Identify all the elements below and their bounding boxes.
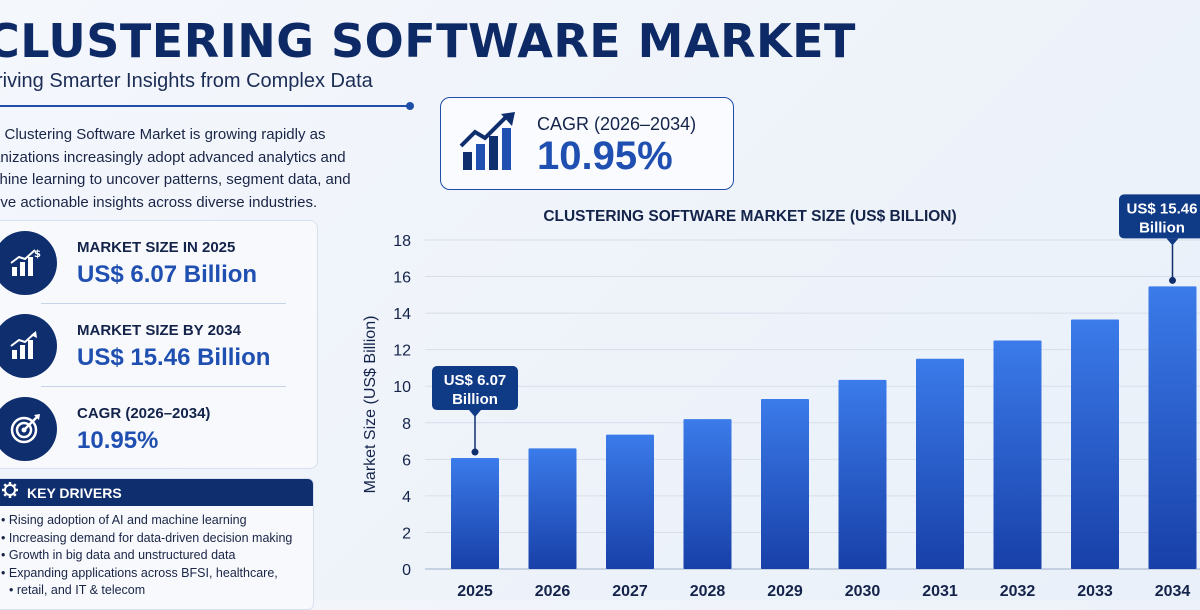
stats-panel: $ MARKET SIZE IN 2025 US$ 6.07 Billion M…: [0, 220, 318, 469]
page-title: CLUSTERING SOFTWARE MARKET: [0, 14, 856, 68]
bar-2025: [451, 458, 499, 569]
callout-box: [432, 366, 518, 411]
y-tick-label: 10: [393, 379, 411, 396]
key-drivers-header: KEY DRIVERS: [0, 479, 313, 506]
key-drivers-title: KEY DRIVERS: [27, 484, 122, 501]
bar-2031: [916, 358, 964, 569]
growth-chart-icon: [0, 314, 57, 378]
x-tick-label: 2028: [690, 583, 726, 600]
intro-line: rive actionable insights across diverse …: [0, 193, 318, 211]
callout-dot: [1169, 276, 1176, 284]
cagr-value: 10.95%: [537, 134, 673, 178]
stat-cagr: CAGR (2026–2034) 10.95%: [0, 387, 317, 469]
stat-label: CAGR (2026–2034): [77, 405, 211, 422]
gear-icon: [1, 481, 19, 504]
cagr-highlight-box: CAGR (2026–2034) 10.95%: [440, 97, 734, 190]
bar-2034: [1148, 286, 1197, 569]
intro-line: anizations increasingly adopt advanced a…: [0, 148, 346, 166]
bar-2027: [606, 434, 654, 569]
intro-line: chine learning to uncover patterns, segm…: [0, 171, 351, 188]
stat-value: US$ 6.07 Billion: [77, 261, 258, 288]
subtitle-underline: [0, 102, 414, 110]
x-tick-label: 2031: [922, 583, 958, 600]
x-tick-label: 2026: [535, 583, 571, 600]
list-item: retail, and IT & telecom: [1, 582, 313, 600]
stat-divider: [41, 386, 286, 387]
key-drivers-list: Rising adoption of AI and machine learni…: [0, 506, 313, 600]
callout-label: Billion: [1139, 219, 1185, 236]
bar-2030: [838, 379, 887, 569]
list-item: Increasing demand for data-driven decisi…: [1, 530, 313, 548]
stat-label: MARKET SIZE IN 2025: [77, 239, 236, 256]
svg-text:$: $: [34, 249, 41, 260]
cagr-label: CAGR (2026–2034): [537, 114, 697, 134]
list-item: Expanding applications across BFSI, heal…: [1, 565, 313, 583]
x-tick-label: 2027: [612, 583, 648, 600]
y-tick-label: 0: [402, 562, 411, 579]
trend-chart-icon: [459, 112, 519, 179]
page-subtitle: riving Smarter Insights from Complex Dat…: [0, 70, 373, 92]
chart-title: CLUSTERING SOFTWARE MARKET SIZE (US$ BIL…: [543, 208, 957, 225]
y-tick-label: 2: [402, 525, 411, 542]
y-tick-label: 12: [393, 343, 411, 360]
x-tick-label: 2032: [1000, 583, 1036, 600]
y-tick-label: 8: [402, 416, 411, 433]
bar-2029: [761, 399, 809, 569]
bar-2026: [528, 448, 577, 569]
key-drivers-panel: KEY DRIVERS Rising adoption of AI and ma…: [0, 478, 314, 610]
y-tick-label: 14: [393, 306, 411, 323]
list-item: Rising adoption of AI and machine learni…: [1, 512, 313, 530]
stat-value: 10.95%: [77, 427, 159, 454]
y-tick-label: 6: [402, 452, 411, 469]
list-item: Growth in big data and unstructured data: [1, 547, 313, 565]
y-tick-label: 4: [402, 489, 411, 506]
y-tick-label: 18: [393, 233, 411, 250]
x-tick-label: 2025: [457, 583, 493, 600]
bar-2032: [993, 340, 1042, 569]
bar-2028: [683, 419, 732, 569]
y-axis-label: Market Size (US$ Billion): [362, 316, 379, 494]
stat-value: US$ 15.46 Billion: [77, 344, 271, 371]
callout-dot: [471, 448, 479, 456]
callout-box: [1119, 194, 1200, 239]
stat-market-size-2034: MARKET SIZE BY 2034 US$ 15.46 Billion: [0, 304, 317, 386]
stat-market-size-2025: $ MARKET SIZE IN 2025 US$ 6.07 Billion: [0, 221, 317, 303]
stat-label: MARKET SIZE BY 2034: [77, 322, 241, 339]
y-tick-label: 16: [393, 270, 411, 287]
callout-label: US$ 6.07: [444, 372, 507, 389]
bar-2033: [1071, 319, 1119, 569]
chart-dollar-icon: $: [0, 231, 57, 295]
intro-paragraph: e Clustering Software Market is growing …: [0, 124, 372, 214]
market-size-bar-chart: 0 2 4 6 8 10 12 14 16 18 Market Size (US$ Billion)…: [362, 194, 1200, 600]
callout-pointer: [469, 410, 481, 418]
callout-label: US$ 15.46: [1127, 200, 1198, 217]
target-icon: [0, 397, 57, 461]
stat-divider: [41, 303, 286, 304]
callout-pointer: [1166, 238, 1179, 246]
x-tick-label: 2034: [1155, 583, 1191, 600]
x-tick-label: 2033: [1077, 583, 1113, 600]
x-tick-label: 2030: [845, 583, 881, 600]
callout-label: Billion: [452, 391, 498, 408]
intro-line: e Clustering Software Market is growing …: [0, 126, 326, 143]
x-tick-label: 2029: [767, 583, 803, 600]
